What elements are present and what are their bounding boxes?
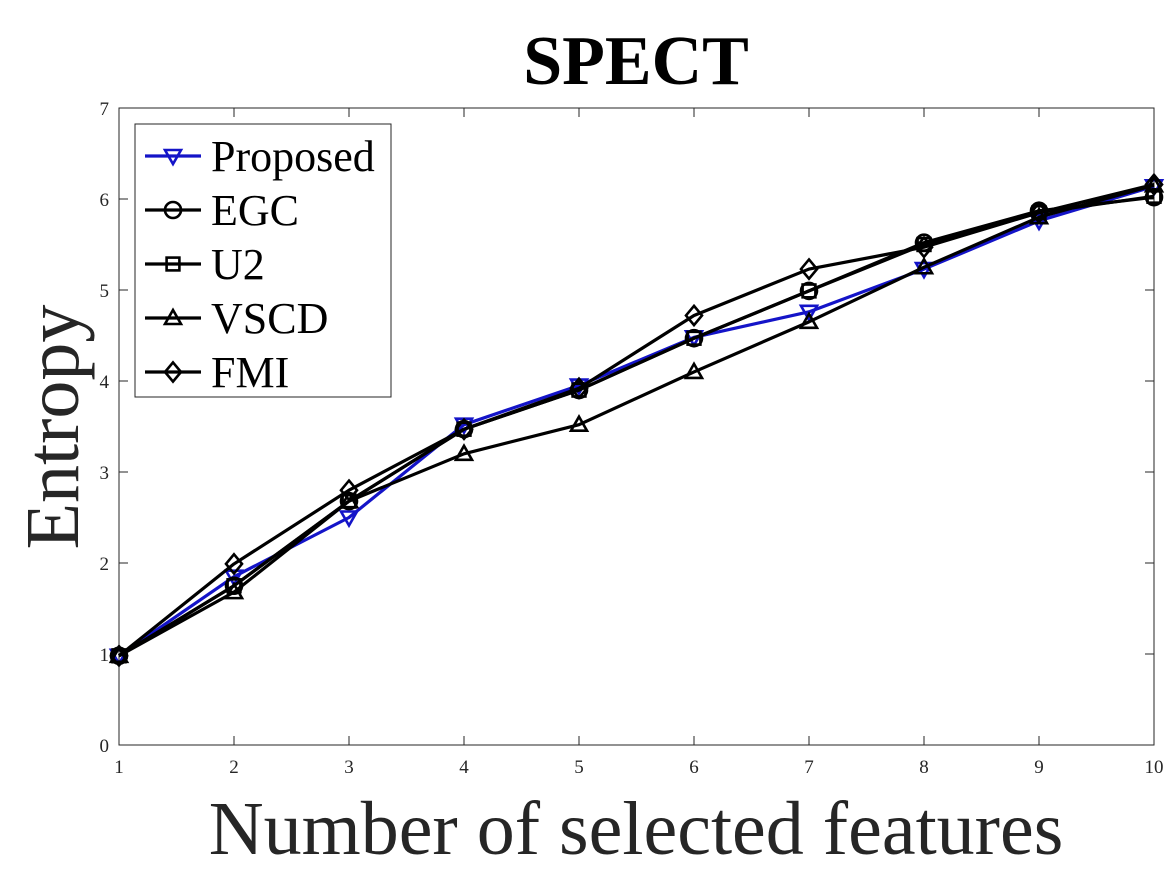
legend-marker — [163, 360, 183, 384]
legend-item-egc: EGC — [145, 186, 299, 235]
data-point-vscd — [453, 443, 475, 462]
legend-label: FMI — [211, 348, 289, 397]
y-axis-label: Entropy — [11, 305, 95, 550]
legend-marker — [165, 256, 181, 272]
legend: Proposed EGC U2 VSCD FMI — [134, 123, 392, 398]
data-point-fmi — [109, 644, 129, 668]
x-tick-label: 2 — [229, 757, 239, 778]
x-tick-label: 4 — [459, 757, 469, 778]
y-tick-label: 0 — [100, 736, 110, 757]
x-tick-label: 9 — [1034, 757, 1044, 778]
legend-marker — [162, 307, 184, 326]
series-line-fmi — [118, 182, 1155, 658]
y-tick-label: 7 — [100, 99, 110, 120]
x-tick-label: 7 — [804, 757, 814, 778]
x-tick-label: 8 — [919, 757, 929, 778]
legend-box — [134, 123, 392, 398]
data-point-egc — [799, 281, 819, 301]
legend-item-vscd: VSCD — [145, 294, 328, 343]
x-axis-label: Number of selected features — [209, 787, 1064, 871]
x-tick-label: 1 — [114, 757, 124, 778]
y-tick-label: 2 — [100, 554, 110, 575]
chart-title: SPECT — [523, 23, 749, 100]
legend-marker — [162, 148, 184, 167]
data-point-fmi — [454, 417, 474, 441]
x-tick-label: 3 — [344, 757, 354, 778]
data-point-vscd — [108, 645, 130, 664]
data-point-fmi — [684, 303, 704, 328]
y-tick-label: 5 — [100, 281, 110, 302]
legend-item-fmi: FMI — [145, 348, 289, 397]
data-point-u2 — [1146, 188, 1162, 204]
x-tick-label: 5 — [574, 757, 584, 778]
data-point-u2 — [686, 330, 702, 346]
data-point-fmi — [1029, 201, 1049, 225]
data-point-fmi — [914, 235, 934, 259]
data-point-proposed — [798, 304, 820, 323]
data-point-fmi — [1144, 172, 1164, 197]
series-layer — [108, 172, 1165, 668]
y-tick-label: 3 — [100, 463, 110, 484]
y-tick-label: 1 — [100, 645, 110, 666]
data-point-vscd — [568, 414, 590, 432]
series-fmi — [109, 172, 1164, 668]
data-point-fmi — [799, 257, 819, 281]
data-point-vscd — [683, 361, 705, 380]
legend-label: Proposed — [211, 132, 375, 181]
data-point-vscd — [223, 581, 245, 600]
y-tick-label: 4 — [100, 372, 110, 393]
legend-item-u2: U2 — [145, 240, 265, 289]
data-point-egc — [684, 328, 704, 348]
legend-item-proposed: Proposed — [145, 132, 375, 181]
series-line-vscd — [118, 183, 1155, 658]
data-point-proposed — [1028, 213, 1050, 232]
data-point-vscd — [338, 490, 360, 509]
legend-label: U2 — [211, 240, 265, 289]
x-tick-label: 6 — [689, 757, 699, 778]
data-point-vscd — [798, 311, 820, 330]
legend-label: EGC — [211, 186, 299, 235]
y-tick-label: 6 — [100, 190, 110, 211]
data-point-fmi — [224, 552, 244, 576]
data-point-fmi — [339, 478, 359, 502]
legend-marker — [163, 200, 183, 220]
data-point-fmi — [569, 376, 589, 400]
data-point-proposed — [338, 510, 360, 529]
data-point-vscd — [913, 256, 935, 275]
legend-label: VSCD — [211, 294, 328, 343]
x-tick-label: 10 — [1145, 757, 1164, 778]
data-point-u2 — [801, 283, 817, 299]
